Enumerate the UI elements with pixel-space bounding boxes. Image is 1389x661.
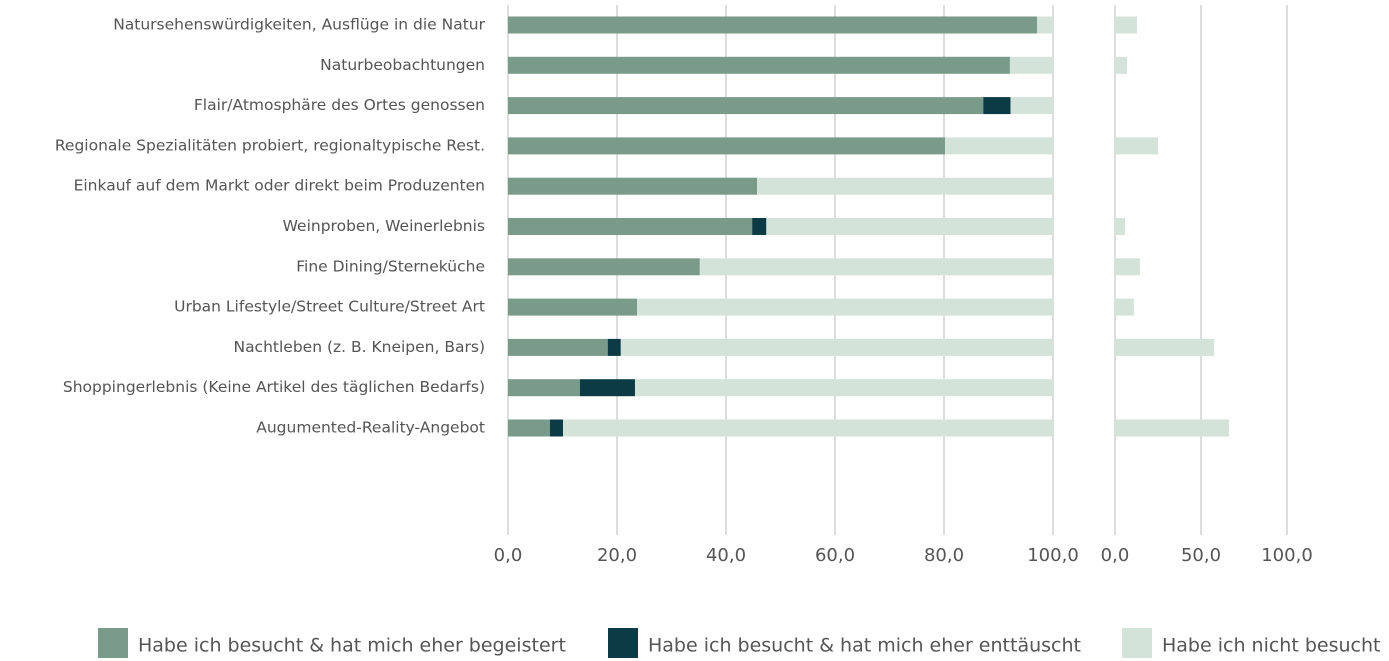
bar-segment bbox=[508, 56, 1010, 74]
bar bbox=[1115, 419, 1230, 437]
category-label: Natursehenswürdigkeiten, Ausflüge in die… bbox=[113, 16, 485, 34]
category-label: Nachtleben (z. B. Kneipen, Bars) bbox=[233, 338, 485, 356]
bar-segment bbox=[637, 298, 1053, 316]
bar bbox=[1115, 218, 1125, 235]
bar-segment bbox=[1010, 97, 1053, 115]
bar bbox=[1115, 258, 1140, 276]
legend-swatch bbox=[98, 628, 128, 658]
bar-segment bbox=[508, 419, 550, 437]
bar-segment bbox=[508, 97, 984, 115]
bar-segment bbox=[549, 419, 564, 437]
bar-segment bbox=[508, 298, 638, 316]
x-tick-label: 50,0 bbox=[1181, 545, 1221, 566]
category-label: Augumented-Reality-Angebot bbox=[256, 419, 485, 437]
bar-segment bbox=[607, 338, 621, 356]
category-label: Naturbeobachtungen bbox=[320, 56, 485, 74]
bar bbox=[1115, 56, 1128, 74]
bar-segment bbox=[945, 137, 1053, 155]
bar bbox=[1115, 298, 1134, 316]
x-tick-label: 100,0 bbox=[1027, 545, 1079, 566]
bar bbox=[1115, 338, 1215, 356]
bar-segment bbox=[1009, 56, 1053, 74]
x-tick-label: 100,0 bbox=[1261, 545, 1313, 566]
bar-segment bbox=[1037, 16, 1053, 34]
bar bbox=[1115, 137, 1158, 155]
bar-segment bbox=[634, 379, 1053, 397]
bar-segment bbox=[699, 258, 1053, 276]
legend-swatch bbox=[608, 628, 638, 658]
legend-label: Habe ich besucht & hat mich eher enttäus… bbox=[648, 635, 1081, 657]
bar-segment bbox=[563, 419, 1053, 437]
category-label: Urban Lifestyle/Street Culture/Street Ar… bbox=[174, 298, 485, 316]
bar-segment bbox=[508, 218, 753, 235]
bar-segment bbox=[508, 379, 580, 397]
bar-segment bbox=[508, 177, 758, 195]
x-tick-label: 20,0 bbox=[597, 545, 637, 566]
bar-segment bbox=[620, 338, 1053, 356]
x-tick-label: 0,0 bbox=[494, 545, 523, 566]
legend-label: Habe ich nicht besucht bbox=[1162, 635, 1380, 657]
x-tick-label: 80,0 bbox=[924, 545, 964, 566]
bar-segment bbox=[508, 16, 1038, 34]
bar-segment bbox=[508, 338, 608, 356]
bar-segment bbox=[752, 218, 767, 235]
category-label: Fine Dining/Sterneküche bbox=[296, 257, 485, 275]
bar-segment bbox=[983, 97, 1011, 115]
legend-swatch bbox=[1122, 628, 1152, 658]
bar bbox=[1115, 16, 1138, 34]
bar-segment bbox=[766, 218, 1053, 235]
legend-label: Habe ich besucht & hat mich eher begeist… bbox=[138, 635, 566, 657]
bar-segment bbox=[757, 177, 1053, 195]
category-label: Shoppingerlebnis (Keine Artikel des tägl… bbox=[63, 378, 485, 396]
category-label: Einkauf auf dem Markt oder direkt beim P… bbox=[74, 177, 485, 195]
bar-segment bbox=[508, 137, 946, 155]
bar-segment bbox=[579, 379, 635, 397]
x-tick-label: 40,0 bbox=[706, 545, 746, 566]
category-label: Flair/Atmosphäre des Ortes genossen bbox=[194, 96, 485, 114]
bar-segment bbox=[508, 258, 700, 276]
category-label: Regionale Spezialitäten probiert, region… bbox=[55, 136, 485, 154]
x-tick-label: 0,0 bbox=[1101, 545, 1130, 566]
category-label: Weinproben, Weinerlebnis bbox=[283, 217, 485, 235]
x-tick-label: 60,0 bbox=[815, 545, 855, 566]
